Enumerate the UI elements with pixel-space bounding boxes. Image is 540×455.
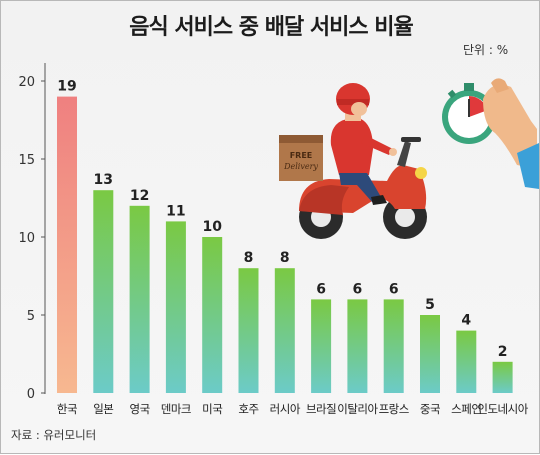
delivery-illustration: FREE Delivery [279, 78, 539, 239]
x-tick-label: 덴마크 [161, 402, 191, 416]
data-label: 6 [389, 281, 399, 297]
data-label: 19 [57, 79, 76, 95]
bar-인도네시아 [492, 361, 513, 393]
source-note: 자료 : 유러모니터 [11, 428, 97, 442]
box-text-free: FREE [290, 151, 313, 160]
x-tick-label: 이탈리아 [337, 402, 378, 416]
bar-호주 [238, 268, 259, 393]
x-tick-label: 한국 [57, 402, 77, 416]
delivery-rider-icon [330, 83, 397, 205]
hand-icon [483, 78, 539, 189]
unit-label: 단위 : % [463, 43, 509, 57]
data-label: 8 [280, 250, 290, 266]
stopwatch-icon [442, 83, 496, 144]
data-label: 12 [130, 188, 149, 204]
x-tick-label: 러시아 [270, 402, 301, 416]
data-label: 5 [425, 297, 435, 313]
x-tick-label: 중국 [420, 402, 440, 416]
bar-중국 [420, 315, 440, 393]
box-text-delivery: Delivery [283, 162, 318, 171]
bar-덴마크 [165, 221, 186, 393]
data-label: 2 [498, 344, 508, 360]
x-tick-label: 일본 [93, 402, 113, 416]
x-tick-label: 브라질 [306, 402, 336, 416]
x-tick-label: 영국 [130, 402, 150, 416]
bar-러시아 [274, 268, 295, 393]
data-label: 6 [353, 281, 363, 297]
x-tick-label: 프랑스 [379, 402, 409, 416]
x-tick-label: 호주 [238, 402, 258, 416]
delivery-box-icon: FREE Delivery [279, 135, 323, 181]
bar-영국 [129, 205, 150, 393]
x-tick-label: 미국 [202, 402, 222, 416]
x-tick-label: 인도네시아 [477, 402, 528, 416]
x-tick-label: 스페인 [451, 402, 481, 416]
data-label: 11 [166, 203, 185, 219]
data-label: 8 [244, 250, 254, 266]
scooter-icon [299, 137, 427, 239]
y-tick-label: 15 [18, 153, 35, 168]
bar-브라질 [311, 299, 332, 393]
bar-이탈리아 [347, 299, 368, 393]
bar-미국 [202, 237, 223, 393]
bar-스페인 [456, 330, 477, 393]
bar-프랑스 [383, 299, 404, 393]
data-label: 6 [316, 281, 326, 297]
chart-title: 음식 서비스 중 배달 서비스 비율 [129, 15, 413, 40]
bar-한국 [57, 96, 77, 393]
bar-일본 [93, 190, 114, 393]
data-label: 13 [94, 172, 113, 188]
data-label: 10 [202, 219, 222, 235]
y-tick-label: 5 [27, 309, 35, 324]
y-tick-label: 0 [27, 387, 35, 402]
y-tick-label: 20 [18, 75, 35, 90]
data-label: 4 [461, 313, 471, 329]
y-tick-label: 10 [18, 231, 35, 246]
